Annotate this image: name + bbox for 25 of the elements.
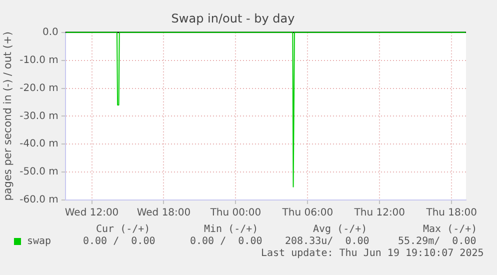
- text: 0.00 / 0.00: [190, 236, 262, 248]
- y-tick-label: -50.0 m: [20, 166, 58, 178]
- x-tick-label: Thu 00:00: [209, 208, 262, 219]
- x-tick-label: Thu 18:00: [425, 208, 477, 219]
- text: Avg (-/+): [313, 224, 368, 236]
- y-tick-label: -30.0 m: [20, 110, 58, 122]
- chart-title: Swap in/out - by day: [171, 11, 295, 26]
- x-tick-label: Thu 06:00: [281, 208, 334, 219]
- text: Last update: Thu Jun 19 19:10:07 2025: [261, 248, 484, 260]
- y-axis-title: pages per second in (-) / out (+): [2, 32, 14, 201]
- text: 208.33u/ 0.00: [285, 236, 370, 248]
- y-tick-label: -20.0 m: [20, 82, 58, 94]
- text: Min (-/+): [204, 224, 258, 236]
- y-tick-label: -60.0 m: [20, 194, 58, 206]
- x-tick-label: Wed 18:00: [136, 208, 191, 219]
- y-tick-label: -40.0 m: [20, 138, 58, 150]
- y-tick-label: -10.0 m: [20, 54, 58, 66]
- y-tick-label: 0.0: [42, 26, 58, 38]
- text: Max (-/+): [423, 224, 478, 236]
- legend-label: swap: [27, 236, 52, 248]
- x-tick-label: Wed 12:00: [64, 208, 119, 219]
- text: 0.00 / 0.00: [83, 236, 156, 248]
- x-tick-label: Thu 12:00: [353, 208, 406, 219]
- text: Cur (-/+): [96, 224, 150, 236]
- text: 55.29m/ 0.00: [398, 236, 476, 248]
